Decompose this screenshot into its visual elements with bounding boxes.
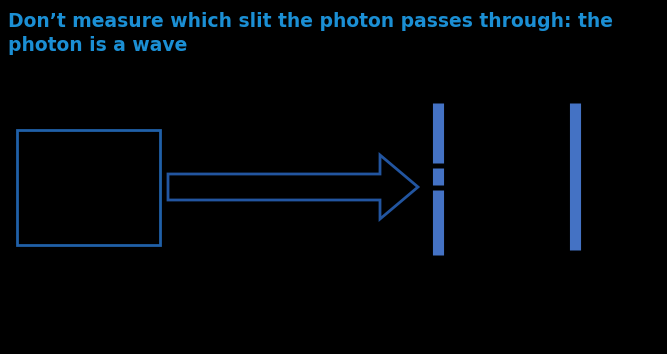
Text: Don’t measure which slit the photon passes through: the
photon is a wave: Don’t measure which slit the photon pass… bbox=[8, 12, 613, 55]
Bar bbox=[17, 130, 160, 245]
